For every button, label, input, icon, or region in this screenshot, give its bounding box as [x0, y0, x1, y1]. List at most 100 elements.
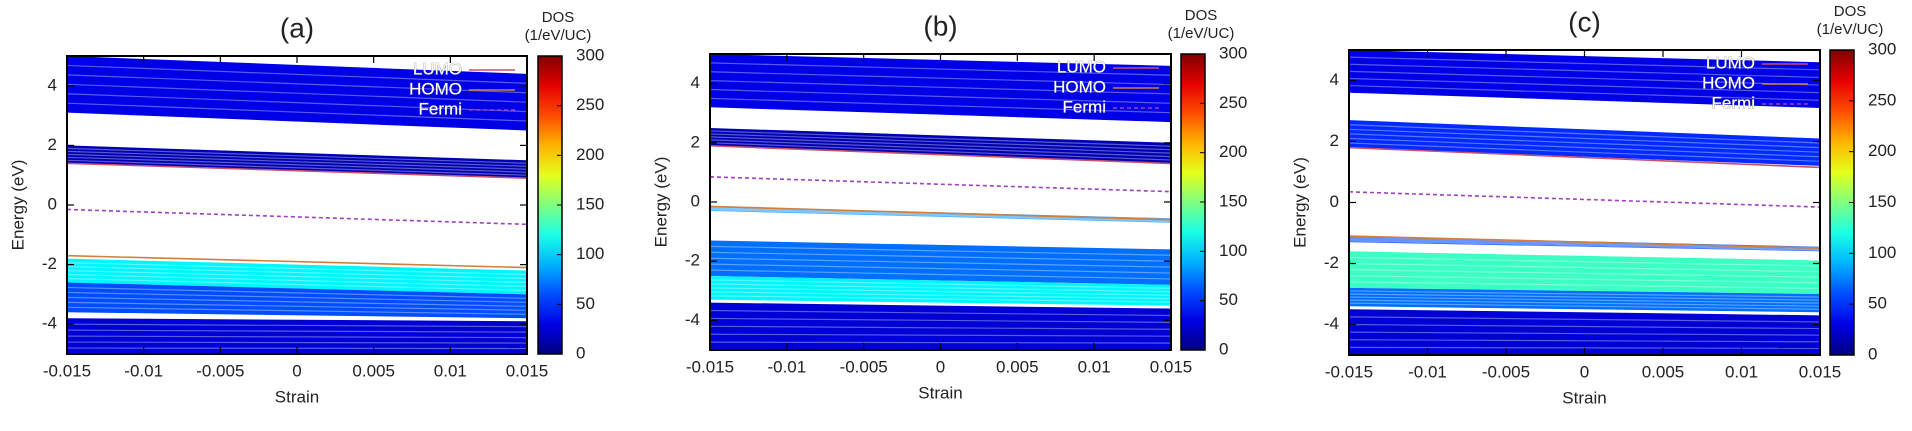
band-stripe — [67, 153, 527, 170]
y-axis-label: Energy (eV) — [1290, 157, 1309, 248]
x-tick-label: 0.005 — [1642, 362, 1685, 381]
x-tick-label: -0.005 — [840, 357, 888, 376]
chart-title: (a) — [280, 12, 314, 43]
band-stripe — [1349, 302, 1820, 310]
band-stripe — [710, 142, 1171, 161]
x-tick-label: 0.005 — [352, 361, 395, 380]
x-tick-label: 0.01 — [434, 361, 467, 380]
colorbar-tick-label: 50 — [576, 294, 595, 313]
chart-title: (c) — [1568, 6, 1601, 37]
colorbar-tick-label: 150 — [576, 194, 604, 213]
band-stripe — [710, 257, 1171, 268]
band-stripe — [710, 136, 1171, 154]
x-axis-label: Strain — [1562, 388, 1606, 407]
band-stripe — [1349, 323, 1820, 330]
plot-area — [67, 56, 527, 354]
x-tick-label: -0.015 — [1325, 362, 1373, 381]
y-tick-label: -4 — [685, 310, 700, 329]
y-axis-label: Energy (eV) — [8, 160, 27, 251]
band-stripe — [710, 139, 1171, 158]
y-tick-label: 0 — [48, 194, 57, 213]
band-stripe — [710, 251, 1171, 262]
colorbar-tick-label: 0 — [1868, 344, 1877, 363]
band-stripe — [67, 159, 527, 176]
band-stripe — [1349, 296, 1820, 304]
x-tick-label: 0.015 — [1150, 357, 1193, 376]
x-tick-label: 0.01 — [1078, 357, 1111, 376]
colorbar-tick-label: 100 — [1219, 241, 1247, 260]
band-stripe — [67, 93, 527, 113]
y-tick-label: 0 — [1330, 192, 1339, 211]
band-stripe — [67, 273, 527, 288]
band-stripe — [710, 325, 1171, 330]
band-stripe — [67, 74, 527, 94]
level-line — [1349, 146, 1820, 169]
band-stripe — [710, 317, 1171, 323]
level-line — [710, 176, 1171, 193]
band-stripe — [710, 71, 1171, 86]
colorbar-tick-label: 250 — [1219, 93, 1247, 112]
band-stripe — [710, 80, 1171, 95]
dos-band — [710, 128, 1171, 164]
x-tick-label: -0.005 — [196, 361, 244, 380]
level-line — [710, 144, 1171, 165]
x-axis-label: Strain — [918, 383, 962, 402]
band-stripe — [67, 323, 527, 328]
x-tick-label: -0.01 — [1408, 362, 1447, 381]
band-stripe — [67, 64, 527, 84]
band-stripe — [1349, 256, 1820, 267]
colorbar-tick-label: 50 — [1219, 290, 1238, 309]
band-stripe — [710, 291, 1171, 300]
band-stripe — [710, 208, 1171, 222]
x-tick-label: -0.01 — [767, 357, 806, 376]
x-tick-label: -0.005 — [1482, 362, 1530, 381]
y-tick-label: 4 — [48, 75, 57, 94]
band-stripe — [67, 301, 527, 311]
colorbar-tick-label: 50 — [1868, 294, 1887, 313]
colorbar-tick-label: 0 — [576, 343, 585, 362]
band-stripe — [1349, 331, 1820, 336]
band-stripe — [67, 156, 527, 173]
band-stripe — [710, 62, 1171, 76]
band-stripe — [67, 83, 527, 103]
plot-area — [1349, 50, 1820, 355]
band-stripe — [710, 269, 1171, 280]
band-stripe — [67, 269, 527, 284]
band-stripe — [1349, 70, 1820, 86]
colorbar-unit: (1/eV/UC) — [1817, 21, 1884, 38]
dos-band — [710, 240, 1171, 285]
colorbar-tick-label: 250 — [1868, 90, 1896, 109]
dos-band — [710, 54, 1171, 123]
y-tick-label: -2 — [1324, 253, 1339, 272]
band-stripe — [67, 265, 527, 280]
dos-band — [710, 302, 1171, 350]
band-stripe — [710, 309, 1171, 317]
band-stripe — [67, 277, 527, 292]
colorbar-tick-label: 100 — [1868, 243, 1896, 262]
band-stripe — [710, 295, 1171, 303]
x-tick-label: 0.015 — [506, 361, 549, 380]
band-stripe — [1349, 56, 1820, 71]
band-stripe — [710, 263, 1171, 274]
band-stripe — [67, 335, 527, 339]
plot-area — [710, 54, 1171, 350]
band-stripe — [67, 306, 527, 315]
dos-band — [1349, 120, 1820, 166]
level-line — [67, 254, 527, 269]
colorbar-tick-label: 150 — [1219, 191, 1247, 210]
legend-label: LUMO — [413, 59, 462, 78]
y-tick-label: 2 — [691, 132, 700, 151]
band-stripe — [710, 130, 1171, 147]
band-stripe — [710, 279, 1171, 289]
level-line — [67, 208, 527, 226]
colorbar-tick-label: 200 — [576, 145, 604, 164]
band-stripe — [1349, 269, 1820, 278]
band-stripe — [67, 296, 527, 307]
band-stripe — [1349, 128, 1820, 149]
colorbar-tick-label: 300 — [1219, 43, 1247, 62]
colorbar-tick-label: 200 — [1219, 142, 1247, 161]
band-stripe — [1349, 142, 1820, 162]
band-stripe — [67, 102, 527, 122]
legend-label: HOMO — [1053, 77, 1106, 96]
